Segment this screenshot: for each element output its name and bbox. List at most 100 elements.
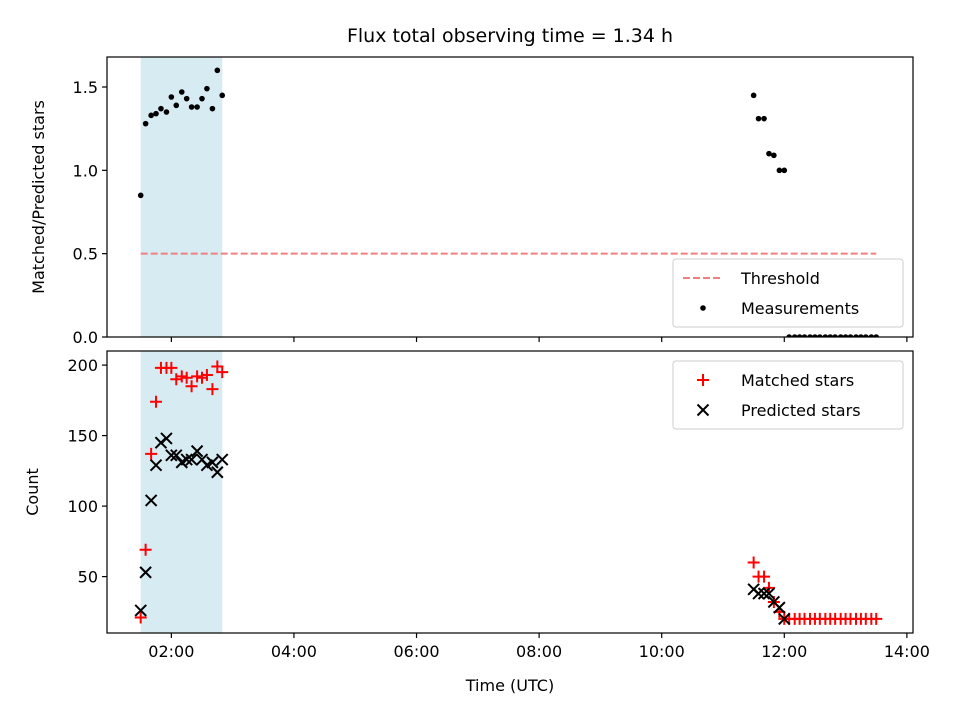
y-tick-label: 100 [67, 497, 98, 516]
measurement-point [786, 334, 792, 337]
predicted-point [762, 587, 776, 600]
legend-marker [696, 403, 710, 417]
matched-point [747, 556, 760, 569]
measurement-point [199, 95, 205, 102]
measurement-point [761, 115, 767, 122]
measurement-point [163, 109, 170, 115]
matched-point [145, 447, 158, 460]
panel-ratio: 0.0 0.5 1.0 1.5 Matched/Predicted stars Thres… [29, 56, 914, 347]
predicted-point [185, 453, 198, 466]
measurement-point [209, 105, 216, 112]
legend: Matched stars Predicted stars [672, 360, 904, 430]
predicted-point [190, 444, 204, 458]
panel-count: 50 100 150 200 02:00 04:00 06:00 08:00 10:00 12:0… [23, 350, 930, 661]
measurement-point [158, 105, 164, 112]
legend-box [672, 258, 904, 328]
measurement-point [776, 167, 783, 174]
measurement-point [755, 115, 762, 122]
measurement-point [219, 92, 226, 99]
matched-point [185, 380, 198, 393]
measurement-point [817, 334, 823, 337]
measurement-point [796, 334, 803, 337]
measurement-point [832, 334, 838, 337]
y-tick-label: 1.0 [73, 161, 98, 180]
matched-point [139, 543, 152, 556]
measurement-point [801, 334, 808, 337]
matched-point [150, 395, 163, 408]
measurement-point [204, 85, 210, 92]
measurement-point [842, 334, 849, 337]
measurement-point [168, 94, 175, 100]
series-matched-stars [134, 360, 883, 625]
measurement-point [194, 104, 200, 110]
measurement-point [750, 92, 757, 99]
series-predicted-stars [134, 432, 791, 626]
axes-frame [106, 350, 914, 634]
y-tick-label: 150 [67, 427, 98, 446]
predicted-point [752, 587, 765, 600]
x-axis-label: Time (UTC) [465, 676, 554, 695]
x-tick-label: 02:00 [148, 642, 194, 661]
x-tick-label: 04:00 [271, 642, 317, 661]
legend-box [672, 360, 904, 430]
predicted-point [773, 601, 786, 614]
measurement-point [863, 334, 869, 337]
measurement-point [827, 334, 834, 337]
predicted-point [206, 456, 219, 469]
predicted-point [180, 453, 193, 466]
measurement-point [183, 95, 190, 102]
predicted-point [134, 604, 147, 617]
legend-label: Matched stars [741, 371, 854, 390]
legend: Threshold Measurements [672, 258, 904, 328]
matched-point [870, 612, 883, 625]
measurement-point [766, 150, 772, 157]
y-axis-label: Matched/Predicted stars [29, 100, 48, 294]
measurement-point [148, 112, 154, 119]
plot-area [134, 360, 883, 626]
predicted-point [165, 449, 178, 462]
matched-point [165, 361, 178, 374]
plot-area [137, 67, 880, 337]
y-tick-label: 0.0 [73, 328, 98, 347]
measurement-point [853, 334, 859, 337]
measurement-point [137, 192, 144, 199]
legend-marker [697, 374, 709, 386]
predicted-point [211, 466, 224, 479]
x-tick-label: 06:00 [393, 642, 439, 661]
predicted-point [216, 453, 229, 466]
matched-point [758, 570, 771, 583]
x-tick-label: 08:00 [516, 642, 562, 661]
predicted-point [144, 494, 158, 507]
series-measurements [137, 67, 880, 337]
matched-point [134, 611, 147, 624]
predicted-point [149, 459, 163, 472]
measurement-point [812, 334, 818, 337]
measurement-point [847, 334, 854, 337]
measurement-point [791, 334, 798, 337]
measurement-point [142, 120, 149, 127]
x-tick-label: 14:00 [884, 642, 930, 661]
y-tick-label: 0.5 [73, 245, 98, 264]
matched-point [216, 366, 229, 379]
matched-point [180, 371, 193, 384]
x-tick-label: 12:00 [761, 642, 807, 661]
predicted-point [139, 566, 152, 579]
y-axis-label: Count [23, 468, 42, 516]
shaded-interval [140, 351, 223, 633]
y-tick-label: 1.5 [73, 78, 98, 97]
legend-label: Threshold [740, 269, 820, 288]
measurement-point [873, 334, 880, 337]
measurement-point [837, 334, 844, 337]
legend-label: Predicted stars [741, 401, 861, 420]
measurement-point [858, 334, 864, 337]
measurement-point [771, 152, 777, 159]
measurement-point [214, 67, 221, 74]
shaded-interval [140, 57, 223, 337]
measurement-point [868, 334, 875, 337]
x-tick-label: 10:00 [639, 642, 685, 661]
predicted-point [170, 449, 183, 462]
legend-marker [700, 305, 706, 311]
predicted-point [160, 432, 173, 445]
matched-point [170, 373, 183, 386]
y-tick-label: 50 [78, 568, 98, 587]
